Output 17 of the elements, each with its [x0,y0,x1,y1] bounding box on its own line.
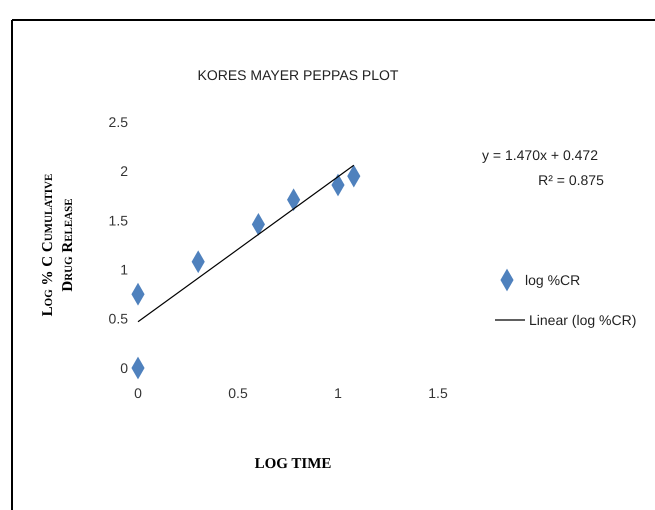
y-tick-label: 0.5 [108,310,128,327]
x-tick-label: 0 [134,385,142,401]
x-tick-label: 0.5 [228,385,248,401]
y-tick-label: 2.5 [108,114,128,130]
y-axis-title: Log % C Cumulative Drug Release [40,174,76,316]
x-axis-title: LOG TIME [254,456,332,472]
legend-label: log %CR [525,272,580,288]
y-tick-label: 2 [120,163,128,180]
text: y = 1.470x + 0.472 [482,147,598,163]
x-tick-label: 1 [334,385,342,401]
chart-title: KORES MAYER PEPPAS PLOT [198,67,399,83]
legend-label: Linear (log %CR) [529,312,636,328]
y-tick-label: 1.5 [108,212,128,228]
y-tick-label: 0 [120,360,128,376]
text: R² = 0.875 [538,172,604,188]
y-tick-label: 1 [120,262,128,278]
x-tick-label: 1.5 [428,385,448,401]
